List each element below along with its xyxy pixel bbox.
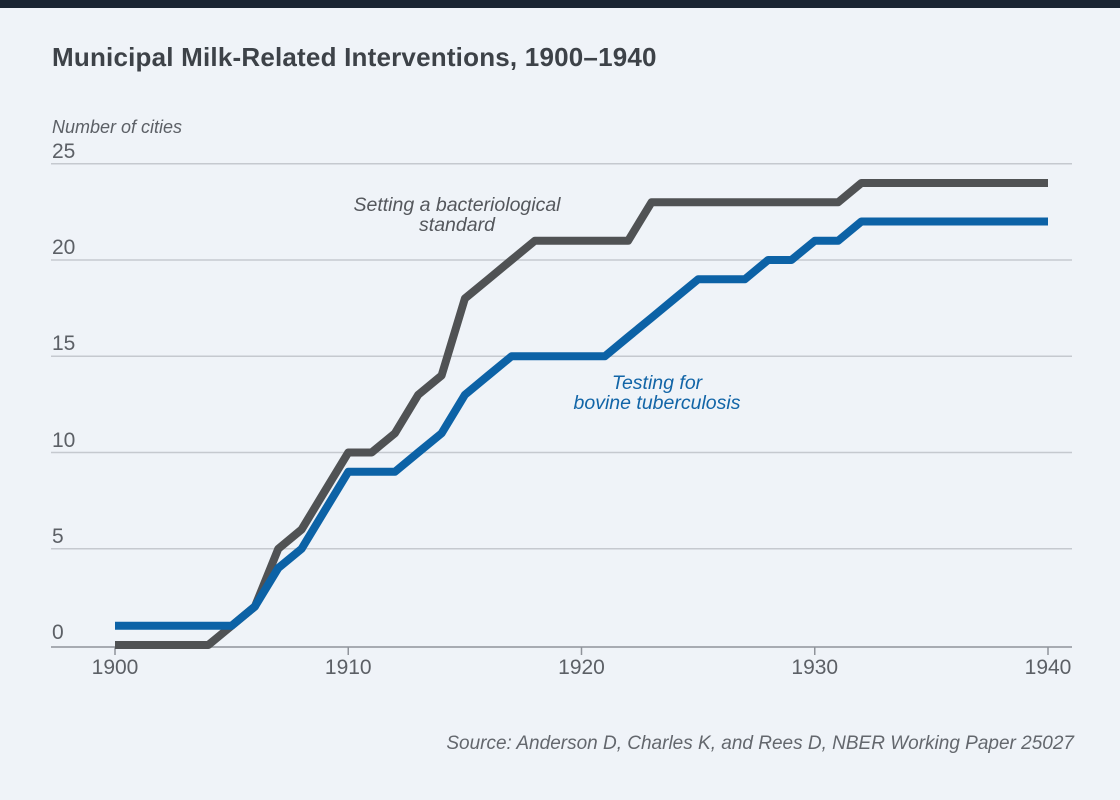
y-tick-label-15: 15 <box>52 332 76 356</box>
x-tick-label-1910: 1910 <box>324 656 372 679</box>
series-label-line: Setting a bacteriological <box>353 194 561 216</box>
x-tick-label-1920: 1920 <box>558 656 605 679</box>
series-label-line: standard <box>419 214 495 236</box>
y-tick-label-5: 5 <box>52 524 64 548</box>
y-tick-label-20: 20 <box>52 236 76 259</box>
y-tick-label-10: 10 <box>52 428 76 452</box>
x-tick-label-1930: 1930 <box>791 656 839 679</box>
chart-title: Municipal Milk-Related Interventions, 19… <box>52 42 657 72</box>
series-label-bacteriological-standard: Setting a bacteriological standard <box>307 195 607 235</box>
y-axis-title: Number of cities <box>52 117 183 137</box>
source-note: Source: Anderson D, Charles K, and Rees … <box>446 733 1074 754</box>
series-line-bacteriological-standard <box>115 179 1048 649</box>
series-label-line: bovine tuberculosis <box>573 392 741 414</box>
top-accent-bar <box>0 0 1120 8</box>
series-label-line: Testing for <box>611 372 703 394</box>
x-tick-label-1900: 1900 <box>91 656 139 679</box>
series-label-bovine-tuberculosis: Testing for bovine tuberculosis <box>507 373 807 413</box>
y-tick-label-0: 0 <box>52 621 64 644</box>
y-tick-label-25: 25 <box>52 139 76 163</box>
series-line-bovine-tuberculosis <box>115 217 1048 630</box>
x-tick-label-1940: 1940 <box>1024 656 1072 679</box>
